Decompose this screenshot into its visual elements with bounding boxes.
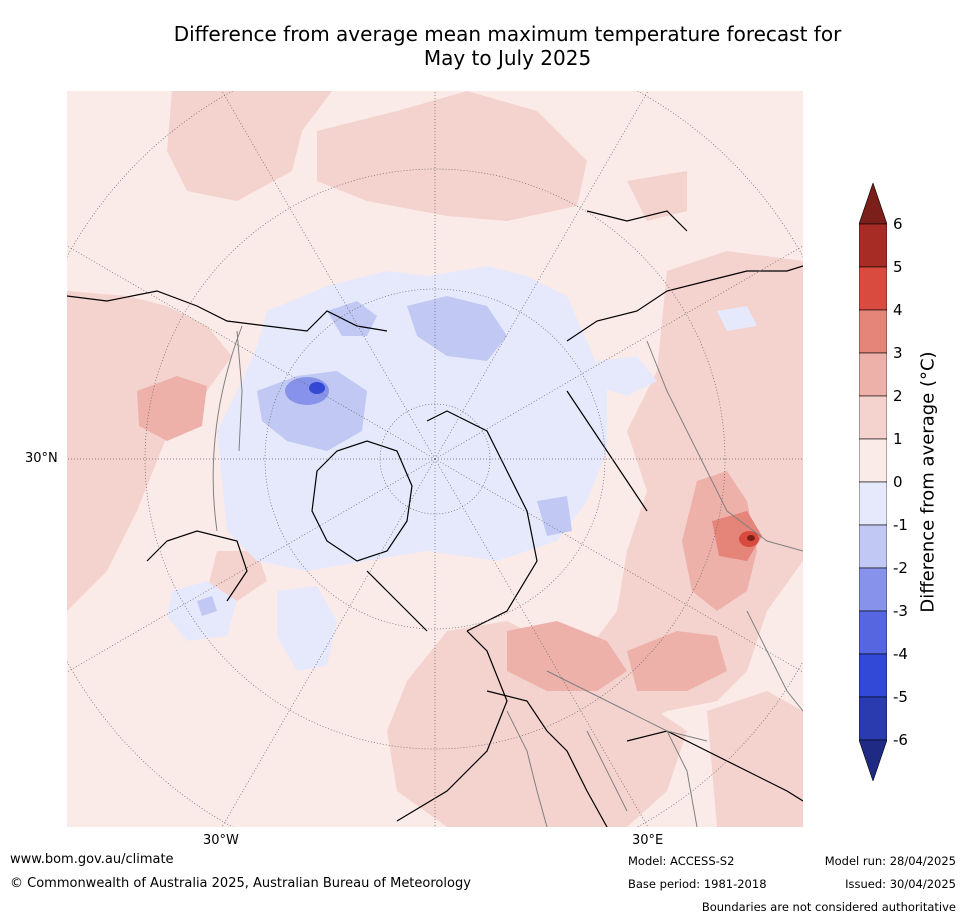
model-run-text: Model run: 28/04/2025: [824, 854, 956, 868]
colorbar-tick-label: -2: [893, 559, 908, 577]
base-period-text: Base period: 1981-2018: [628, 877, 767, 891]
colorbar: [859, 183, 887, 781]
coastlines: [67, 210, 803, 827]
colorbar-tick-label: 1: [893, 430, 903, 448]
title-line-2: May to July 2025: [423, 46, 592, 70]
colorbar-band-5_6: [859, 223, 887, 268]
colorbar-band-3_4: [859, 309, 887, 354]
colorbar-tick-label: -4: [893, 645, 908, 663]
map-panel[interactable]: [67, 91, 803, 827]
lon-label-30w: 30°W: [203, 833, 239, 848]
colorbar-tick-label: 0: [893, 473, 903, 491]
warm-anomaly-max: [747, 535, 755, 541]
colorbar-tick-label: 4: [893, 301, 903, 319]
lat-label-30n: 30°N: [25, 451, 58, 466]
colorbar-tick-label: 5: [893, 258, 903, 276]
issued-text: Issued: 30/04/2025: [845, 877, 956, 891]
colorbar-tick-label: 2: [893, 387, 903, 405]
colorbar-band-m6_m5: [859, 696, 887, 741]
colorbar-tick-label: 6: [893, 215, 903, 233]
country-borders: [236, 330, 803, 827]
colorbar-extend-bottom: [859, 739, 887, 781]
disclaimer-text: Boundaries are not considered authoritat…: [701, 900, 956, 914]
colorbar-band-m5_m4: [859, 653, 887, 698]
colorbar-band-4_5: [859, 266, 887, 311]
colorbar-tick-label: -6: [893, 731, 908, 749]
colorbar-band-m4_m3: [859, 610, 887, 655]
reference-meridians: [212, 325, 243, 532]
lon-label-30e: 30°E: [632, 833, 664, 848]
cool-anomaly-1-2: [197, 296, 572, 616]
cool-anomaly-3-4: [309, 382, 325, 394]
colorbar-band-0_1: [859, 438, 887, 483]
colorbar-band-m3_m2: [859, 567, 887, 612]
graticule: [67, 91, 803, 827]
colorbar-band-1_2: [859, 395, 887, 440]
warm-anomaly-3-4: [712, 511, 762, 561]
website-link[interactable]: www.bom.gov.au/climate: [10, 852, 174, 867]
map-canvas: [67, 91, 803, 827]
colorbar-tick-label: 3: [893, 344, 903, 362]
model-text: Model: ACCESS-S2: [628, 854, 735, 868]
colorbar-band-m1_0: [859, 481, 887, 526]
colorbar-tick-label: -3: [893, 602, 908, 620]
colorbar-tick-label: -5: [893, 688, 908, 706]
colorbar-band-2_3: [859, 352, 887, 397]
colorbar-label: Difference from average (°C): [917, 351, 939, 613]
colorbar-band-m2_m1: [859, 524, 887, 569]
copyright-text: © Commonwealth of Australia 2025, Austra…: [10, 876, 471, 891]
colorbar-extend-top: [859, 183, 887, 225]
map-title: Difference from average mean maximum tem…: [100, 22, 915, 70]
title-line-1: Difference from average mean maximum tem…: [173, 22, 842, 46]
colorbar-tick-label: -1: [893, 516, 908, 534]
